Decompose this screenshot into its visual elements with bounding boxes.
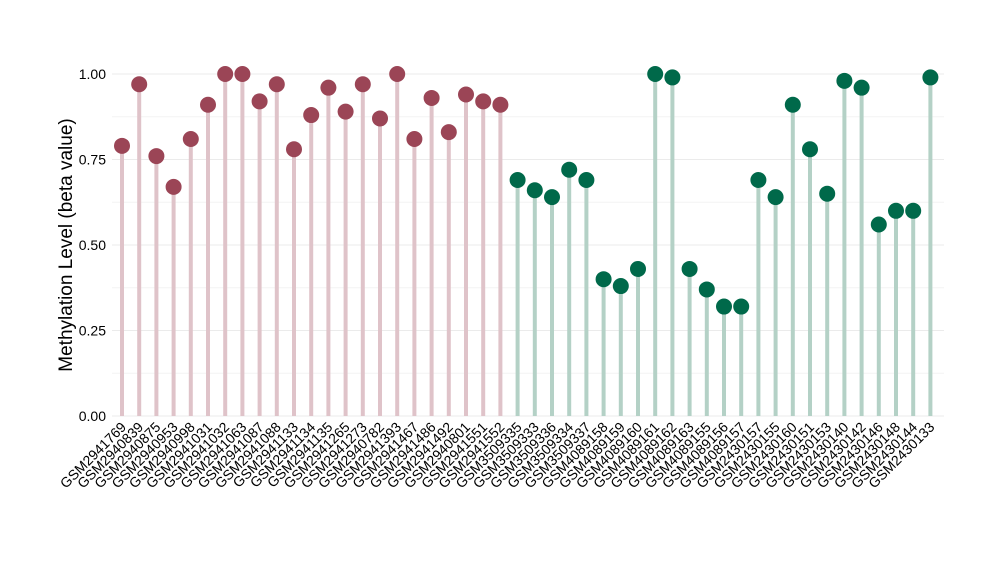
point-GSM2430153 (819, 185, 836, 202)
point-GSM2940839 (131, 76, 148, 93)
point-GSM2940875 (148, 148, 165, 165)
point-GSM2430144 (905, 202, 922, 219)
y-axis-label: Methylation Level (beta value) (56, 118, 77, 371)
point-GSM2941492 (440, 124, 457, 141)
point-GSM2430142 (853, 79, 870, 96)
points (114, 66, 939, 315)
point-GSM2941393 (389, 66, 406, 82)
point-GSM2941088 (268, 76, 285, 93)
y-tick-label: 0.75 (79, 152, 106, 168)
point-GSM2940801 (458, 86, 474, 103)
point-GSM3509333 (526, 182, 543, 199)
y-tick-label: 1.00 (79, 66, 106, 82)
stems (120, 74, 933, 416)
point-GSM2941134 (303, 107, 320, 124)
point-GSM2941486 (423, 89, 440, 106)
point-GSM2941087 (251, 93, 268, 110)
y-axis-ticks: 0.00 0.25 0.50 0.75 1.00 (79, 66, 106, 424)
point-GSM2430133 (922, 69, 939, 86)
point-GSM4089155 (698, 281, 715, 298)
point-GSM2941265 (337, 103, 354, 120)
point-GSM2941551 (475, 93, 492, 110)
point-GSM2941135 (320, 79, 337, 96)
point-GSM2940782 (372, 110, 388, 127)
point-GSM3509337 (578, 172, 595, 189)
point-GSM4089161 (647, 66, 664, 82)
point-GSM2430160 (784, 96, 801, 113)
point-GSM2430157 (750, 172, 767, 189)
point-GSM4089158 (595, 271, 612, 288)
point-GSM4089163 (681, 260, 698, 277)
point-GSM3509334 (561, 161, 578, 178)
point-GSM2941032 (217, 66, 234, 82)
gridlines (112, 73, 944, 417)
point-GSM2430140 (836, 72, 853, 89)
point-GSM2941769 (114, 137, 130, 154)
x-axis-ticks: GSM2941769GSM2940839GSM2940875GSM2940953… (57, 419, 938, 492)
point-GSM2430146 (870, 216, 887, 233)
point-GSM2941133 (286, 141, 302, 158)
y-tick-label: 0.00 (79, 408, 106, 424)
point-GSM2941063 (234, 66, 251, 82)
point-GSM2430148 (888, 202, 904, 219)
y-tick-label: 0.25 (79, 323, 106, 339)
point-GSM2430151 (802, 141, 818, 158)
point-GSM2941552 (492, 96, 509, 113)
y-tick-label: 0.50 (79, 237, 106, 253)
point-GSM4089160 (630, 260, 646, 277)
point-GSM4089156 (716, 298, 732, 315)
point-GSM2940953 (165, 178, 182, 195)
point-GSM3509335 (509, 172, 526, 189)
point-GSM2940998 (182, 130, 199, 147)
point-GSM2941273 (354, 76, 371, 93)
point-GSM4089159 (612, 278, 629, 295)
point-GSM2430155 (767, 189, 784, 206)
point-GSM2941031 (200, 96, 216, 113)
point-GSM2941467 (406, 130, 423, 147)
point-GSM3509336 (544, 189, 560, 206)
point-GSM4089162 (664, 69, 681, 86)
point-GSM4089157 (733, 298, 750, 315)
